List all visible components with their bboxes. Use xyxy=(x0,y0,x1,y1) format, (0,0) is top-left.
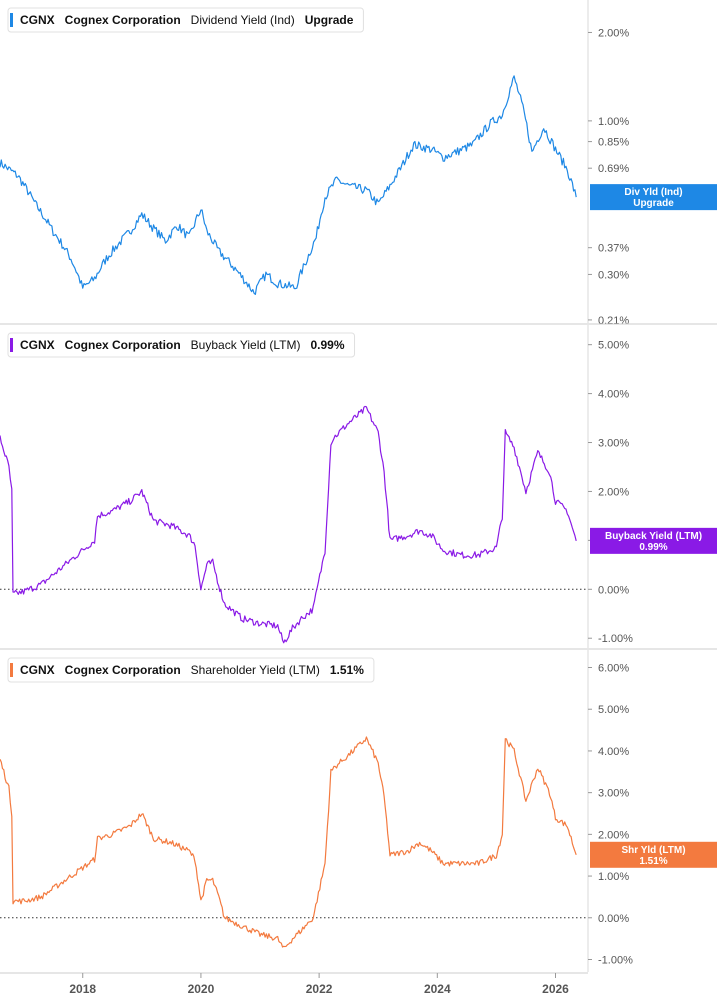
company-label: Cognex Corporation xyxy=(65,338,181,352)
y-tick-label: 5.00% xyxy=(598,340,629,352)
ticker-label: CGNX xyxy=(20,663,55,677)
y-tick-label: 0.85% xyxy=(598,137,629,149)
value-label: 0.99% xyxy=(311,338,345,352)
y-tick-label: 0.69% xyxy=(598,163,629,175)
badge-label: Div Yld (Ind) xyxy=(624,187,682,198)
x-tick-label: 2018 xyxy=(69,982,96,996)
header-box xyxy=(7,332,356,358)
chart-panel-3: 6.00% 5.00% 4.00% 3.00% 2.00% 1.00% 0.00% -1.00… xyxy=(0,650,717,972)
badge-value: Upgrade xyxy=(633,198,674,209)
y-tick-label: 0.00% xyxy=(598,584,629,596)
ticker-label: CGNX xyxy=(20,338,55,352)
x-tick-label: 2024 xyxy=(424,982,451,996)
chart-panel-2: 5.00%4.00%3.00%2.00%1.00%0.00%-1.00%CGNX… xyxy=(0,325,717,650)
series-line xyxy=(0,736,577,948)
y-tick-label: 1.00% xyxy=(598,871,629,883)
value-badge xyxy=(590,184,717,211)
y-tick-label: 0.21% xyxy=(598,315,629,327)
series-line xyxy=(0,405,577,644)
y-tick-label: 3.00% xyxy=(598,438,629,450)
y-tick-label: 2.00% xyxy=(598,486,629,498)
series-line xyxy=(0,75,577,295)
y-tick-label: -1.00% xyxy=(598,954,633,966)
series-swatch xyxy=(10,338,13,352)
metric-label: Buyback Yield (LTM) xyxy=(191,338,301,352)
badge-value: 0.99% xyxy=(639,542,667,553)
ticker-label: CGNX xyxy=(20,13,55,27)
y-tick-label: 5.00% xyxy=(598,704,629,716)
y-tick-label: 6.00% xyxy=(598,663,629,675)
metric-label: Shareholder Yield (LTM) xyxy=(191,663,320,677)
chart-panel-1: 2.00%1.00%0.85%0.69%0.37%0.30%0.21%CGNX C… xyxy=(0,0,717,327)
y-tick-label: 2.00% xyxy=(598,27,629,39)
company-label: Cognex Corporation xyxy=(65,13,181,27)
value-label: Upgrade xyxy=(305,13,354,27)
header-box xyxy=(7,7,364,33)
y-tick-label: 0.37% xyxy=(598,243,629,255)
header-box xyxy=(7,657,375,683)
series-swatch xyxy=(10,663,13,677)
y-tick-label: -1.00% xyxy=(598,633,633,645)
chart-header: CGNX Cognex Corporation Dividend Yield (In… xyxy=(7,7,364,33)
series-swatch xyxy=(10,13,13,27)
x-tick-label: 2022 xyxy=(306,982,333,996)
y-tick-label: 0.30% xyxy=(598,269,629,281)
x-tick-label: 2020 xyxy=(188,982,215,996)
y-tick-label: 4.00% xyxy=(598,746,629,758)
metric-label: Dividend Yield (Ind) xyxy=(191,13,295,27)
company-label: Cognex Corporation xyxy=(65,663,181,677)
y-tick-label: 4.00% xyxy=(598,389,629,401)
chart-header: CGNX Cognex Corporation Buyback Yield (LTM… xyxy=(7,332,356,358)
value-badge xyxy=(590,527,717,554)
badge-label: Buyback Yield (LTM) xyxy=(605,531,702,542)
value-badge xyxy=(590,841,717,868)
badge-label: Shr Yld (LTM) xyxy=(621,845,685,856)
y-tick-label: 2.00% xyxy=(598,829,629,841)
y-tick-label: 0.00% xyxy=(598,913,629,925)
y-tick-label: 1.00% xyxy=(598,116,629,128)
badge-value: 1.51% xyxy=(639,856,667,867)
x-axis: 2018 2020 2022 2024 2026 xyxy=(0,972,588,996)
chart-header: CGNX Cognex Corporation Shareholder Yield … xyxy=(7,657,375,683)
x-tick-label: 2026 xyxy=(542,982,569,996)
y-tick-label: 3.00% xyxy=(598,788,629,800)
value-label: 1.51% xyxy=(330,663,364,677)
